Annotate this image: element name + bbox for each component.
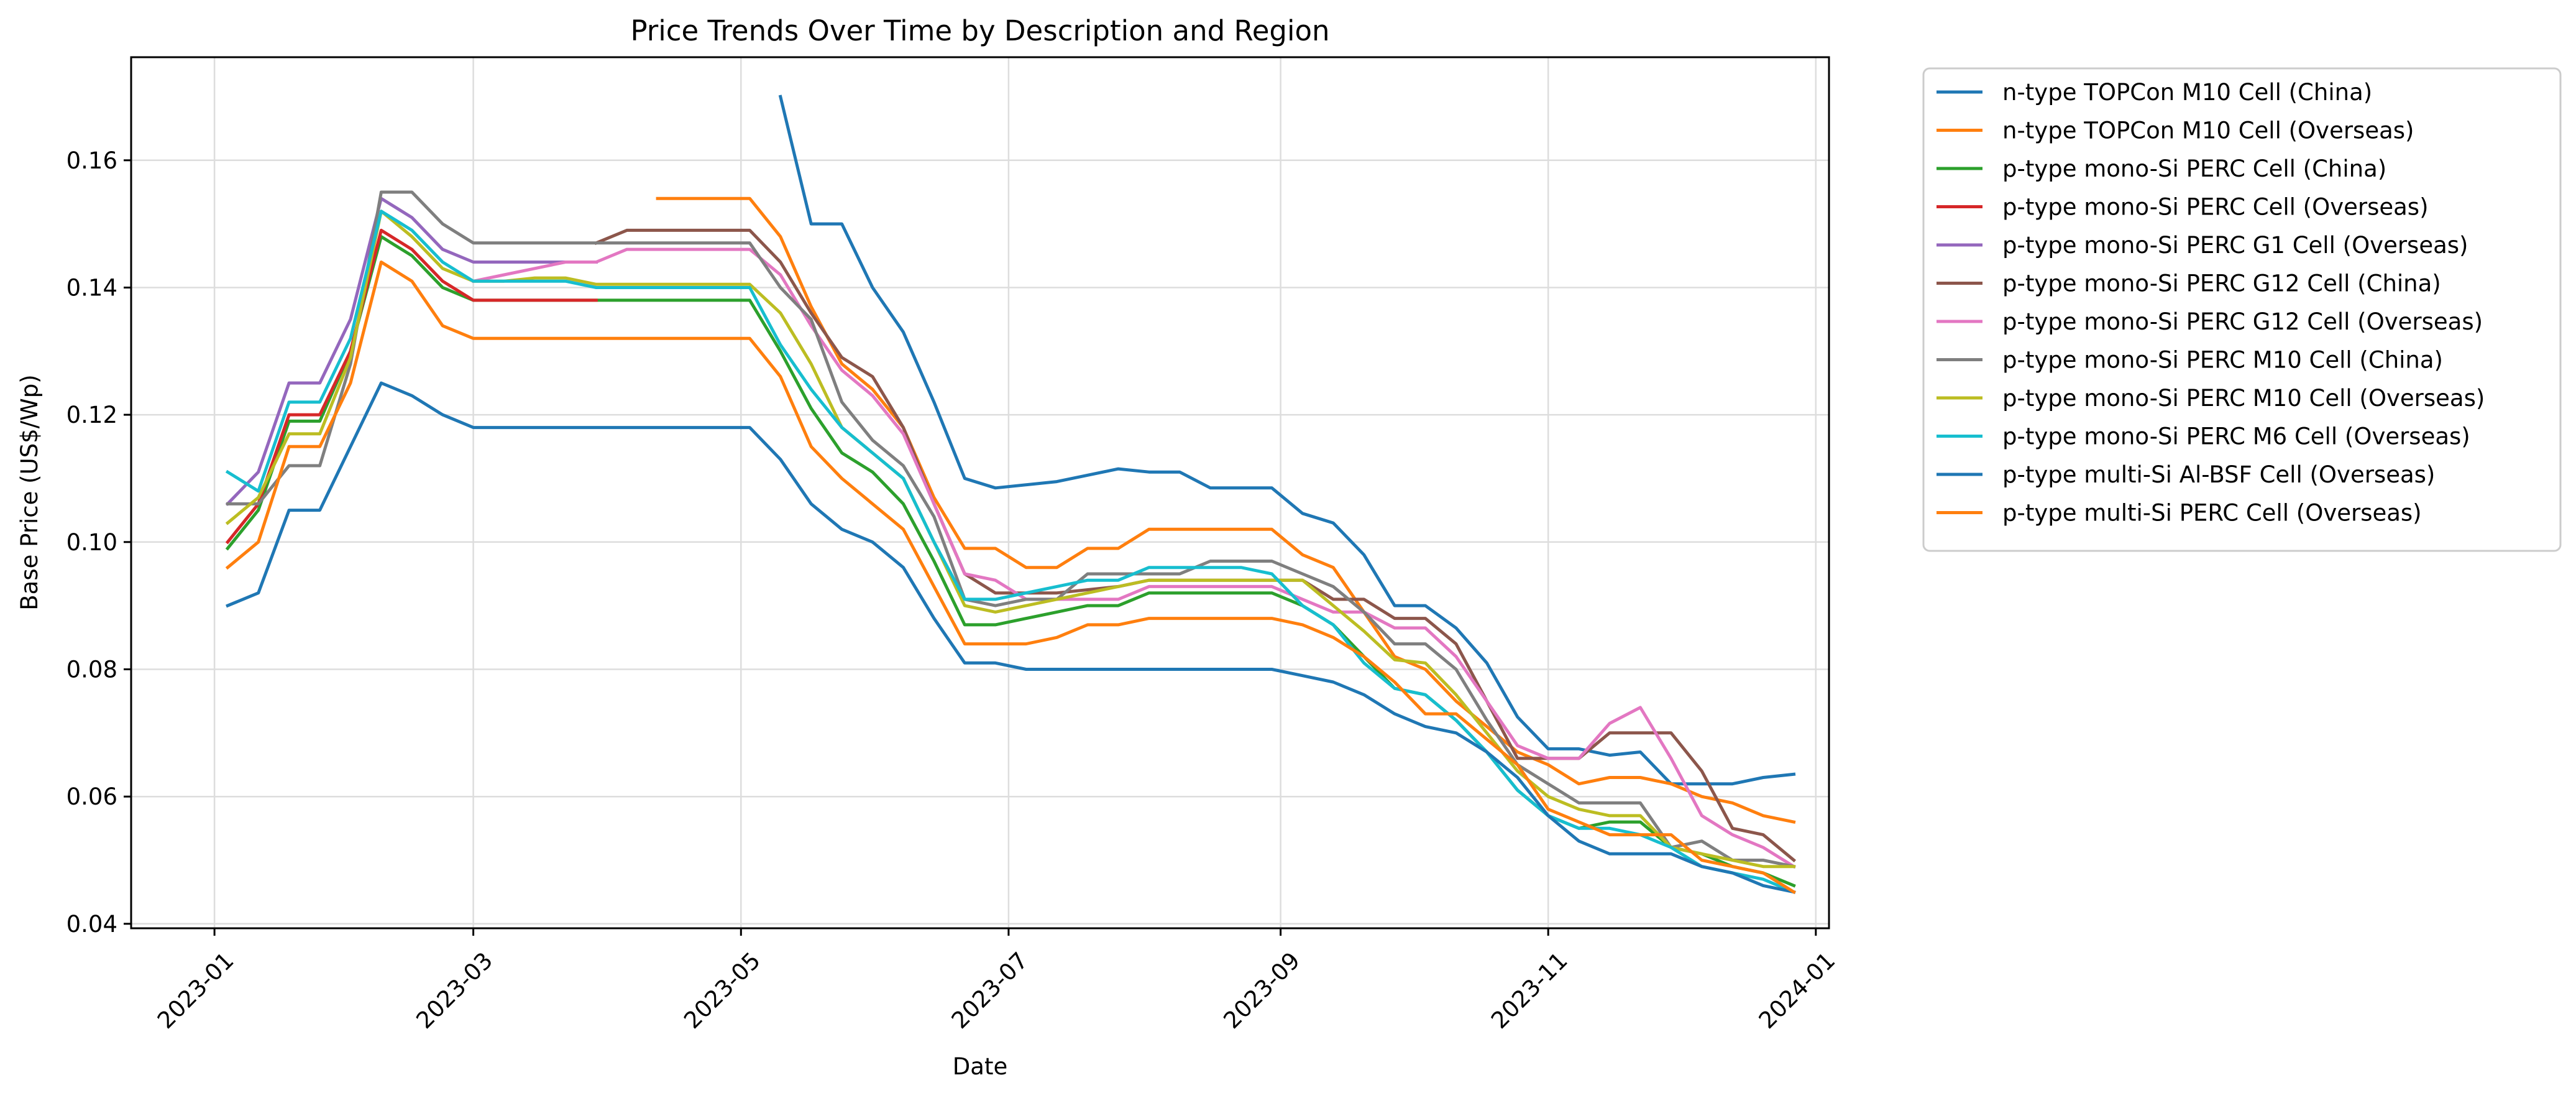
series-line — [226, 190, 1796, 869]
x-axis-title: Date — [953, 1053, 1007, 1080]
legend-label: p-type mono-Si PERC Cell (China) — [2002, 155, 2386, 182]
y-axis-title: Base Price (US$/Wp) — [16, 374, 43, 610]
series-line — [778, 95, 1796, 786]
series-line — [225, 210, 1796, 894]
legend-label: p-type mono-Si PERC Cell (Overseas) — [2002, 194, 2429, 221]
series-line — [226, 381, 1796, 894]
chart-title: Price Trends Over Time by Description an… — [630, 14, 1329, 47]
series-line — [225, 210, 1795, 869]
grid — [131, 57, 1829, 928]
series-line — [225, 196, 598, 506]
y-tick-label: 0.04 — [66, 911, 117, 938]
series-line — [225, 235, 1796, 888]
legend-label: n-type TOPCon M10 Cell (Overseas) — [2002, 118, 2414, 144]
legend-label: p-type mono-Si PERC G1 Cell (Overseas) — [2002, 232, 2468, 259]
y-tick-label: 0.16 — [66, 147, 117, 174]
y-tick-label: 0.14 — [66, 275, 117, 302]
y-tick-label: 0.08 — [66, 657, 117, 683]
series-line — [225, 261, 1796, 895]
legend-label: p-type multi-Si Al-BSF Cell (Overseas) — [2002, 461, 2435, 488]
legend-label: p-type multi-Si PERC Cell (Overseas) — [2002, 500, 2422, 527]
legend-label: n-type TOPCon M10 Cell (China) — [2002, 79, 2372, 106]
legend-label: p-type mono-Si PERC M6 Cell (Overseas) — [2002, 423, 2470, 450]
plot-frame — [130, 56, 1830, 930]
series-line — [656, 196, 1796, 824]
y-tick-label: 0.06 — [66, 783, 117, 810]
series-line — [471, 247, 1796, 869]
legend-label: p-type mono-Si PERC M10 Cell (Overseas) — [2002, 385, 2485, 412]
legend-label: p-type mono-Si PERC G12 Cell (Overseas) — [2002, 308, 2483, 335]
series-layer — [225, 95, 1797, 895]
legend-label: p-type mono-Si PERC G12 Cell (China) — [2002, 270, 2441, 297]
y-axis: 0.04 0.06 0.08 0.10 0.12 0.14 0.16 — [66, 147, 131, 938]
y-tick-label: 0.10 — [66, 529, 117, 556]
legend: n-type TOPCon M10 Cell (China) n-type TOP… — [1922, 67, 2562, 552]
y-tick-label: 0.12 — [66, 402, 117, 428]
legend-label: p-type mono-Si PERC M10 Cell (China) — [2002, 347, 2443, 374]
legend-frame — [1922, 67, 2562, 552]
